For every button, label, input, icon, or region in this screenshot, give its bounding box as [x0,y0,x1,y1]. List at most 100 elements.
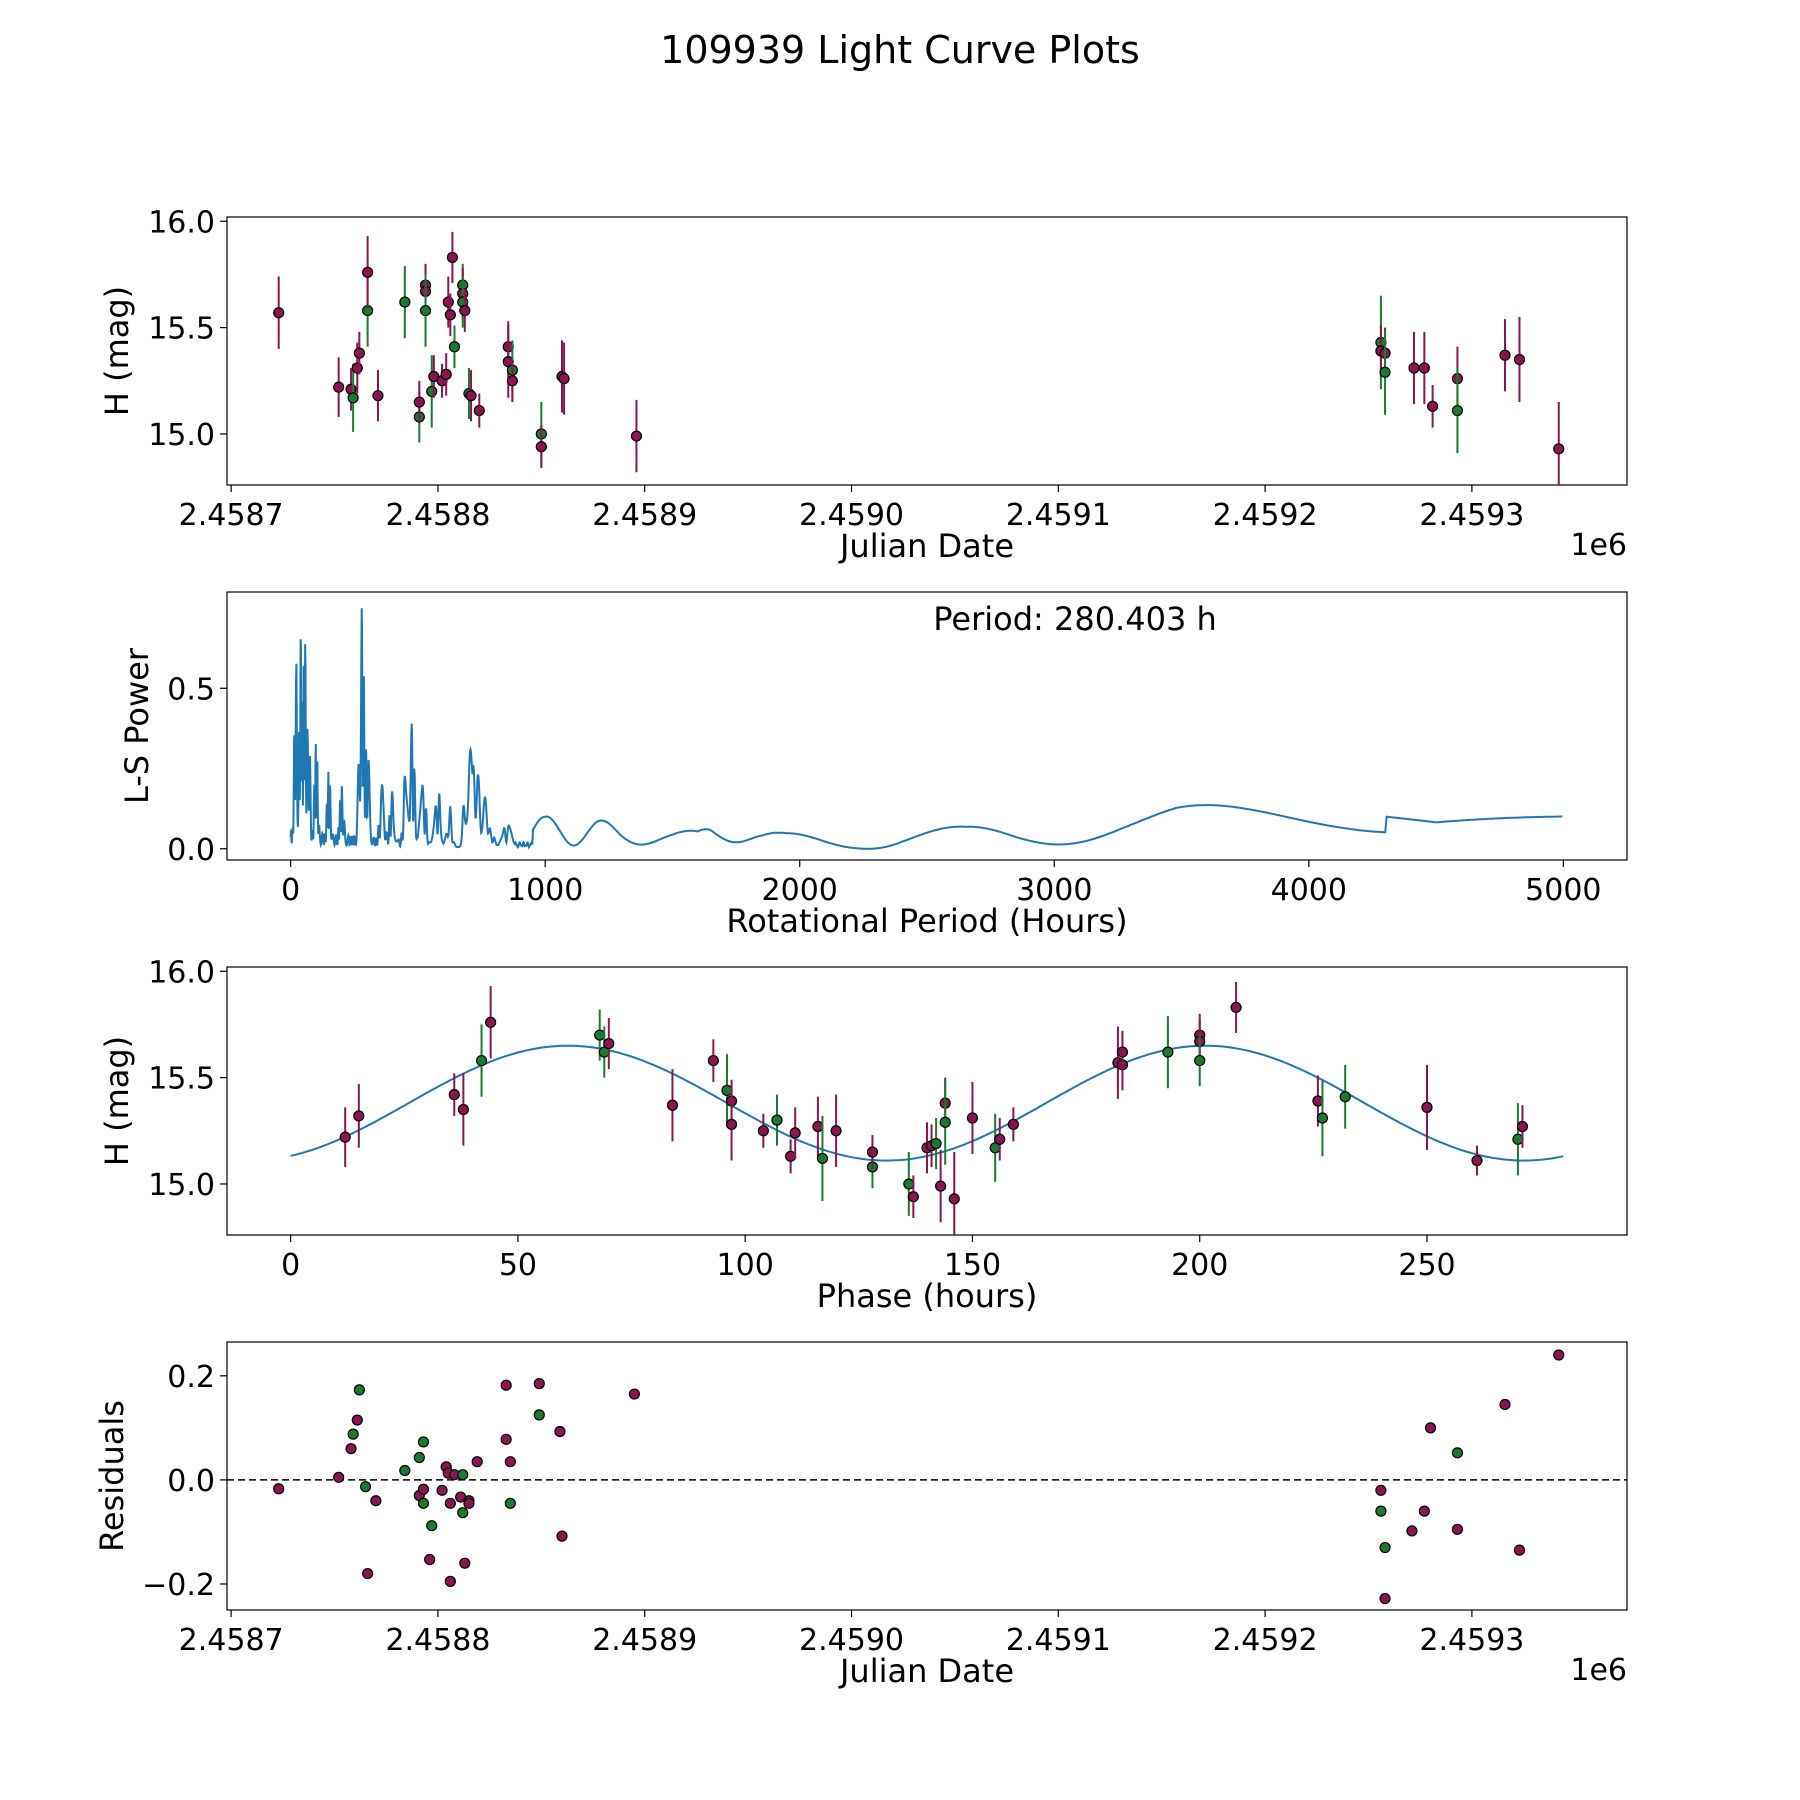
data-point [353,347,365,359]
data-point [558,373,570,385]
data-point [1375,1505,1387,1517]
data-point [907,1191,919,1203]
x-tick-label: 2.4588 [385,498,490,533]
y-tick-label: 15.5 [148,312,215,347]
lightcurve-marks [273,231,1565,485]
data-point [442,296,454,308]
periodogram-marks [289,608,1563,850]
residuals-marks [227,1349,1627,1605]
data-point [485,1016,497,1028]
data-point [471,1456,483,1468]
phased-panel: 0 50 100 150 200 250 15.0 15.5 16.0 Phase (hours… [98,955,1628,1315]
lightcurve-frame [226,216,1628,486]
figure-title: 109939 Light Curve Plots [660,28,1140,72]
data-point [1427,400,1439,412]
x-tick-label: 0 [281,873,300,908]
data-point [1379,1592,1391,1605]
data-point [1418,362,1430,374]
data-point [785,1150,797,1162]
data-point [359,1481,372,1493]
data-point [1162,1046,1174,1058]
periodogram-line [289,608,1563,850]
data-point [757,1125,769,1137]
x-tick-label: 2.4591 [1006,498,1111,533]
data-point [417,1497,430,1509]
x-tick-label: 1000 [507,873,583,908]
phased-frame [226,966,1628,1236]
x-tick-label: 150 [944,1248,1001,1283]
data-point [273,1483,285,1495]
data-point [1424,1422,1437,1434]
x-tick-label: 200 [1171,1248,1228,1283]
data-point [362,1567,374,1580]
data-point [935,1180,947,1192]
x-tick-label: 50 [499,1248,537,1283]
data-point [1499,1398,1511,1411]
y-tick-label: −0.2 [142,1568,215,1603]
data-point [707,1054,719,1067]
data-point [1451,1523,1464,1535]
data-point [347,1428,359,1440]
data-point [273,307,285,319]
data-point [399,1464,411,1477]
data-point [830,1125,842,1137]
data-point [556,1530,568,1542]
x-tick-label: 0 [281,1248,300,1283]
data-point [1194,1054,1206,1067]
y-tick-label: 0.0 [167,1464,215,1499]
x-tick-label: 2000 [762,873,838,908]
data-point [903,1178,915,1190]
data-point [424,1553,436,1566]
y-tick-label: 0.0 [167,833,215,868]
phased-xlabel: Phase (hours) [817,1277,1038,1315]
lightcurve-ylabel: H (mag) [98,286,136,416]
data-point [966,1112,979,1124]
data-point [459,1557,471,1569]
data-point [603,1037,615,1050]
x-tick-label: 2.4591 [1006,1623,1111,1658]
data-point [1312,1095,1324,1107]
period-annotation: Period: 280.403 h [933,600,1217,638]
data-point [812,1120,824,1133]
lightcurve-offset-label: 1e6 [1570,528,1627,563]
data-point [457,1103,469,1116]
data-point [930,1137,942,1150]
residuals-offset-label: 1e6 [1570,1653,1627,1688]
periodogram-xlabel: Rotational Period (Hours) [726,902,1127,940]
data-point [533,1378,545,1390]
residuals-frame [226,1341,1628,1611]
data-point [372,390,384,402]
x-tick-label: 2.4589 [592,498,697,533]
data-point [725,1118,738,1130]
data-point [339,1131,351,1143]
data-point [473,404,485,417]
data-point [444,1575,456,1587]
data-point [413,396,425,408]
y-tick-label: 15.5 [148,1062,215,1097]
data-point [448,341,461,353]
data-point [1379,366,1391,378]
residuals-ylabel: Residuals [93,1400,131,1552]
data-point [419,304,432,317]
data-point [436,1484,448,1496]
x-tick-label: 2.4590 [799,498,904,533]
data-point [1512,1133,1524,1145]
x-tick-label: 100 [717,1248,774,1283]
x-tick-label: 2.4588 [385,1623,490,1658]
x-tick-label: 2.4589 [592,1623,697,1658]
data-point [1516,1120,1529,1133]
data-point [504,1456,516,1468]
data-point [444,309,456,321]
data-point [362,266,374,278]
data-point [1418,1505,1430,1517]
data-point [500,1433,512,1445]
data-point [426,385,438,398]
y-tick-label: 15.0 [148,1168,215,1203]
data-point [351,1414,363,1426]
data-point [504,1497,516,1509]
data-point [594,1029,606,1041]
data-point [457,1469,469,1481]
data-point [1499,349,1511,361]
data-point [533,1409,545,1421]
